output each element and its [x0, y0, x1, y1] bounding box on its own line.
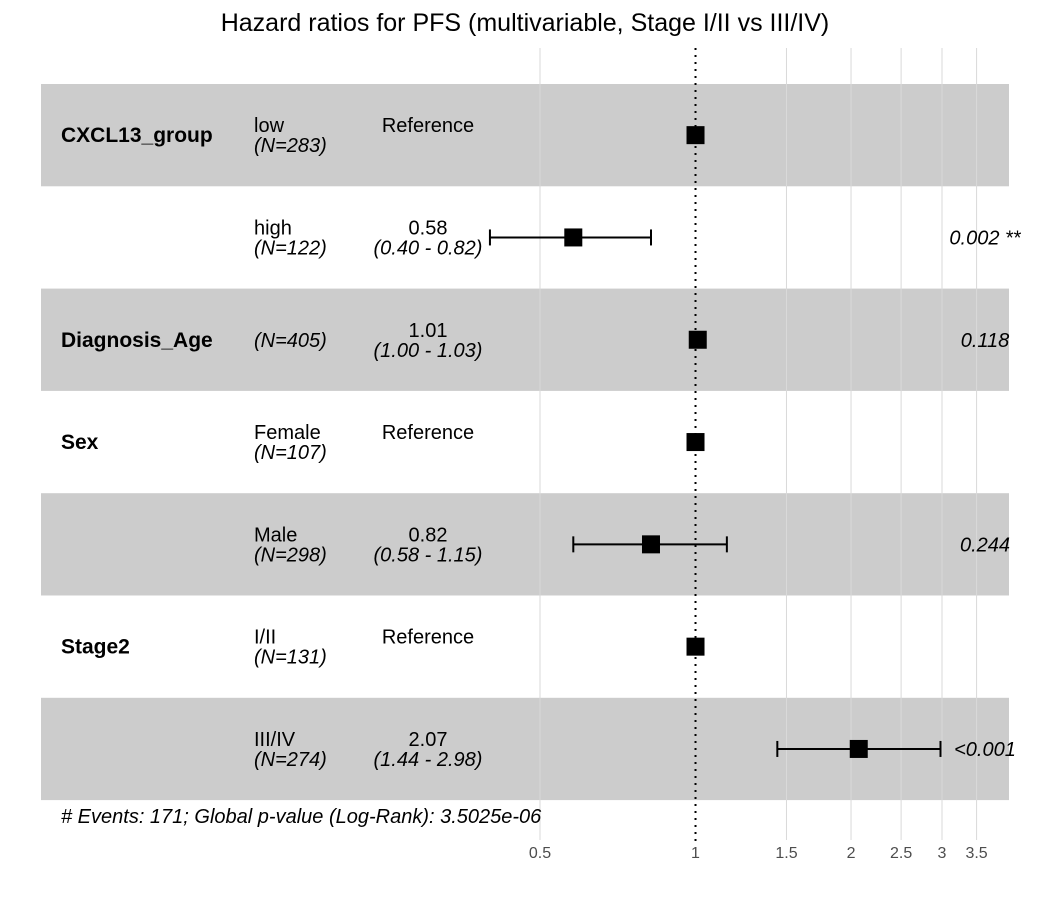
- hr-marker: [849, 739, 868, 758]
- hr-marker: [688, 330, 707, 349]
- chart-title: Hazard ratios for PFS (multivariable, St…: [221, 9, 830, 37]
- ci-label: (1.00 - 1.03): [374, 340, 483, 362]
- x-tick-label: 0.5: [529, 845, 551, 862]
- row-band-shaded: [41, 288, 1009, 391]
- p-value-label: 0.118: [961, 330, 1010, 352]
- estimate-label: Reference: [382, 627, 474, 649]
- n-label: (N=283): [254, 135, 327, 157]
- hr-marker: [641, 535, 660, 554]
- n-label: (N=274): [254, 749, 327, 771]
- hr-marker: [686, 637, 705, 656]
- variable-label: Stage2: [61, 636, 130, 659]
- x-tick-label: 2.5: [890, 845, 912, 862]
- n-label: (N=405): [254, 330, 327, 352]
- level-label: low: [254, 115, 285, 137]
- level-label: Female: [254, 422, 321, 444]
- n-label: (N=131): [254, 647, 327, 669]
- row-band-shaded: [41, 493, 1009, 596]
- estimate-label: 0.58: [409, 217, 448, 239]
- estimate-label: Reference: [382, 422, 474, 444]
- x-tick-label: 3: [938, 845, 947, 862]
- estimate-label: 2.07: [409, 729, 448, 751]
- n-label: (N=107): [254, 442, 327, 464]
- variable-label: Diagnosis_Age: [61, 329, 213, 352]
- hr-marker: [686, 126, 705, 145]
- x-tick-label: 3.5: [965, 845, 987, 862]
- estimate-label: Reference: [382, 115, 474, 137]
- p-value-label: 0.244: [960, 534, 1010, 556]
- x-tick-label: 1.5: [775, 845, 797, 862]
- row-band-shaded: [41, 84, 1009, 187]
- x-tick-label: 2: [847, 845, 856, 862]
- row-bands: [41, 84, 1009, 801]
- ci-label: (0.40 - 0.82): [374, 237, 483, 259]
- variable-label: Sex: [61, 431, 99, 454]
- level-label: high: [254, 217, 292, 239]
- x-axis: 0.5 1 1.5 2 2.5 3 3.5: [529, 845, 988, 862]
- n-label: (N=122): [254, 237, 327, 259]
- hr-marker: [686, 433, 705, 452]
- estimate-label: 1.01: [409, 320, 448, 342]
- p-value-label: 0.002 **: [949, 227, 1021, 249]
- ci-label: (0.58 - 1.15): [374, 544, 483, 566]
- level-label: I/II: [254, 627, 276, 649]
- footer-note: # Events: 171; Global p-value (Log-Rank)…: [61, 806, 542, 828]
- variable-label: CXCL13_group: [61, 124, 213, 147]
- hr-marker: [564, 228, 583, 247]
- grid-lines: [539, 48, 978, 840]
- level-label: Male: [254, 524, 297, 546]
- p-value-label: <0.001: [954, 739, 1016, 761]
- ci-label: (1.44 - 2.98): [374, 749, 483, 771]
- n-label: (N=298): [254, 544, 327, 566]
- estimate-label: 0.82: [409, 524, 448, 546]
- level-label: III/IV: [254, 729, 296, 751]
- row-content: CXCL13_group low(N=283) Reference high(N=12…: [61, 115, 1022, 771]
- x-tick-label: 1: [691, 845, 700, 862]
